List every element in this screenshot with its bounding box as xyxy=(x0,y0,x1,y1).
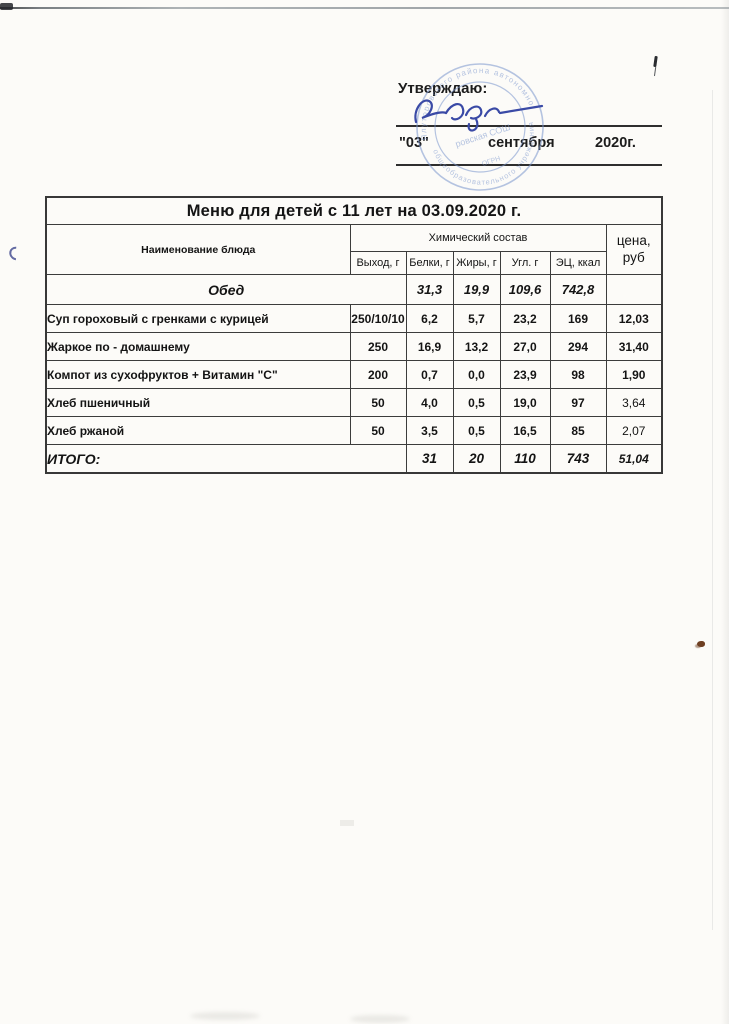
cell-kcal: 742,8 xyxy=(549,274,607,305)
round-stamp-icon: Ялуторовского района автономного общеобр… xyxy=(402,55,550,201)
menu-row: Суп гороховый с гренками с курицей 250/1… xyxy=(45,304,663,333)
cell-kcal: 743 xyxy=(549,444,607,474)
ink-mark-top-right xyxy=(653,55,658,68)
cell-out: 50 xyxy=(349,416,407,445)
menu-row: Хлеб пшеничный 50 4,0 0,5 19,0 97 3,64 xyxy=(45,388,663,417)
cell-protein: 4,0 xyxy=(405,388,454,417)
cell-price: 3,64 xyxy=(605,388,663,417)
cell-out: 250 xyxy=(349,332,407,361)
cell-price: 2,07 xyxy=(605,416,663,445)
cell-protein: 3,5 xyxy=(405,416,454,445)
ink-mark-right xyxy=(697,641,705,647)
cell-fat: 0,5 xyxy=(452,388,501,417)
menu-row-meal: Обед 31,3 19,9 109,6 742,8 xyxy=(45,274,663,305)
cell-protein: 16,9 xyxy=(405,332,454,361)
cell-price: 51,04 xyxy=(605,444,663,474)
cell-out: 250/10/10 xyxy=(349,304,407,333)
header-carbs: Угл. г xyxy=(499,251,551,275)
dish-name: Хлеб ржаной xyxy=(45,416,351,445)
date-year: 2020г. xyxy=(595,135,636,151)
cell-protein: 31 xyxy=(405,444,454,474)
menu-row-total: ИТОГО: 31 20 110 743 51,04 xyxy=(45,444,663,474)
header-dish: Наименование блюда xyxy=(45,224,351,275)
menu-row: Компот из сухофруктов + Витамин "С" 200 … xyxy=(45,360,663,389)
cell-carbs: 27,0 xyxy=(499,332,551,361)
cell-out: 50 xyxy=(349,388,407,417)
header-price: цена, руб xyxy=(605,224,663,275)
meal-name: Обед xyxy=(45,274,407,305)
cell-kcal: 97 xyxy=(549,388,607,417)
cell-kcal: 294 xyxy=(549,332,607,361)
cell-fat: 0,0 xyxy=(452,360,501,389)
cell-protein: 6,2 xyxy=(405,304,454,333)
ink-mark-left xyxy=(6,243,26,264)
scan-fold-line xyxy=(712,90,713,930)
stamp-ogrn-text: ОГРН xyxy=(481,155,501,168)
date-month: сентября xyxy=(488,135,555,151)
cell-carbs: 110 xyxy=(499,444,551,474)
cell-carbs: 23,9 xyxy=(499,360,551,389)
cell-carbs: 23,2 xyxy=(499,304,551,333)
scan-corner-mark xyxy=(0,3,13,10)
date-day: "03" xyxy=(399,135,429,151)
scan-smudge xyxy=(340,820,354,826)
dish-name: Жаркое по - домашнему xyxy=(45,332,351,361)
dish-name: Хлеб пшеничный xyxy=(45,388,351,417)
scan-smudge xyxy=(350,1015,410,1023)
cell-price xyxy=(605,274,663,305)
total-label: ИТОГО: xyxy=(45,444,407,474)
cell-protein: 31,3 xyxy=(405,274,454,305)
header-chemical: Химический состав xyxy=(349,224,607,252)
date-underline xyxy=(396,164,662,166)
scan-smudge xyxy=(190,1012,260,1020)
cell-carbs: 109,6 xyxy=(499,274,551,305)
cell-carbs: 19,0 xyxy=(499,388,551,417)
header-kcal: ЭЦ, ккал xyxy=(549,251,607,275)
cell-fat: 13,2 xyxy=(452,332,501,361)
cell-kcal: 98 xyxy=(549,360,607,389)
header-out: Выход, г xyxy=(349,251,407,275)
cell-kcal: 169 xyxy=(549,304,607,333)
cell-fat: 0,5 xyxy=(452,416,501,445)
dish-name: Компот из сухофруктов + Витамин "С" xyxy=(45,360,351,389)
cell-out: 200 xyxy=(349,360,407,389)
menu-table: Меню для детей с 11 лет на 03.09.2020 г.… xyxy=(45,196,663,474)
cell-kcal: 85 xyxy=(549,416,607,445)
signature-line xyxy=(396,125,662,127)
scan-edge-line xyxy=(0,7,729,9)
signature-icon xyxy=(414,99,544,132)
header-fat: Жиры, г xyxy=(452,251,501,275)
menu-title: Меню для детей с 11 лет на 03.09.2020 г. xyxy=(45,196,663,225)
cell-carbs: 16,5 xyxy=(499,416,551,445)
cell-fat: 19,9 xyxy=(452,274,501,305)
cell-protein: 0,7 xyxy=(405,360,454,389)
menu-row: Хлеб ржаной 50 3,5 0,5 16,5 85 2,07 xyxy=(45,416,663,445)
cell-price: 1,90 xyxy=(605,360,663,389)
menu-row: Жаркое по - домашнему 250 16,9 13,2 27,0… xyxy=(45,332,663,361)
dish-name: Суп гороховый с гренками с курицей xyxy=(45,304,351,333)
cell-fat: 5,7 xyxy=(452,304,501,333)
cell-price: 31,40 xyxy=(605,332,663,361)
scan-edge-shade xyxy=(721,0,729,1024)
cell-price: 12,03 xyxy=(605,304,663,333)
cell-fat: 20 xyxy=(452,444,501,474)
header-protein: Белки, г xyxy=(405,251,454,275)
